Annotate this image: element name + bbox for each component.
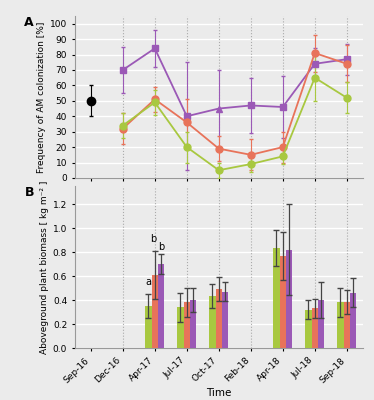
Bar xyxy=(337,302,344,348)
Text: a: a xyxy=(145,277,151,287)
Bar xyxy=(286,250,292,348)
Bar xyxy=(280,256,286,348)
X-axis label: Time: Time xyxy=(206,388,232,398)
Text: b: b xyxy=(150,234,157,244)
Text: A: A xyxy=(24,16,34,29)
Bar xyxy=(215,289,222,348)
Bar xyxy=(184,302,190,348)
Bar xyxy=(344,302,350,348)
Bar xyxy=(151,275,158,348)
Bar xyxy=(305,310,312,348)
Bar xyxy=(190,300,196,348)
Bar xyxy=(158,264,165,348)
Bar xyxy=(273,248,280,348)
Bar xyxy=(209,296,215,348)
Text: b: b xyxy=(158,242,165,252)
Text: B: B xyxy=(24,186,34,199)
Bar xyxy=(312,308,318,348)
Bar xyxy=(318,300,324,348)
Bar xyxy=(222,292,229,348)
Bar xyxy=(350,293,356,348)
Bar xyxy=(145,306,151,348)
Bar xyxy=(177,307,184,348)
Y-axis label: Aboveground plant biomass [ kg m⁻² ]: Aboveground plant biomass [ kg m⁻² ] xyxy=(40,180,49,354)
Y-axis label: Frequency of AM colonization [%]: Frequency of AM colonization [%] xyxy=(37,21,46,173)
